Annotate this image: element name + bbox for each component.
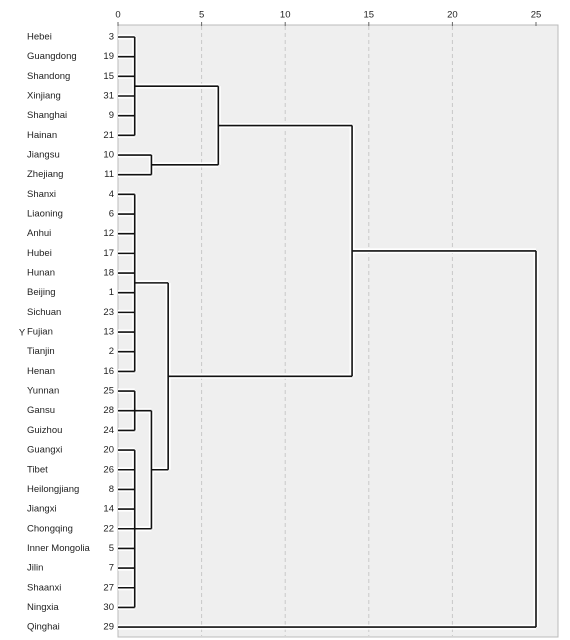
leaf-id: 13	[103, 327, 114, 338]
x-tick-label: 0	[115, 10, 120, 21]
leaf-id: 2	[109, 346, 114, 357]
leaf-label: Hunan	[27, 268, 55, 279]
leaf-id: 19	[103, 51, 114, 62]
leaf-id: 29	[103, 622, 114, 633]
x-tick-label: 5	[199, 10, 204, 21]
x-tick-label: 25	[531, 10, 542, 21]
leaf-label: Yunnan	[27, 386, 59, 397]
leaf-id: 26	[103, 464, 114, 475]
leaf-label: Guangxi	[27, 445, 62, 456]
leaf-label: Henan	[27, 366, 55, 377]
x-tick-label: 20	[447, 10, 458, 21]
leaf-label: Fujian	[27, 327, 53, 338]
leaf-id: 10	[103, 150, 114, 161]
leaf-label: Shandong	[27, 71, 70, 82]
leaf-label: Hubei	[27, 248, 52, 259]
y-label: Y	[19, 328, 26, 339]
leaf-id: 6	[109, 209, 114, 220]
leaf-id: 1	[109, 287, 114, 298]
leaf-id: 11	[104, 169, 114, 180]
leaf-id: 3	[109, 32, 114, 43]
leaf-label: Jiangxi	[27, 504, 57, 515]
leaf-label: Heilongjiang	[27, 484, 79, 495]
leaf-label: Anhui	[27, 228, 51, 239]
leaf-label: Jilin	[27, 563, 43, 574]
leaf-id: 28	[103, 405, 114, 416]
leaf-id: 20	[103, 445, 114, 456]
leaf-id: 31	[103, 91, 114, 102]
leaf-label: Beijing	[27, 287, 56, 298]
leaf-id: 14	[103, 504, 114, 515]
leaf-id: 5	[109, 543, 114, 554]
leaf-label: Ningxia	[27, 602, 59, 613]
leaf-id: 18	[103, 268, 114, 279]
leaf-label: Jiangsu	[27, 150, 60, 161]
leaf-label: Xinjiang	[27, 91, 61, 102]
leaf-label: Hainan	[27, 130, 57, 141]
leaf-id: 4	[109, 189, 114, 200]
leaf-label: Qinghai	[27, 622, 60, 633]
leaf-label: Shanghai	[27, 110, 67, 121]
leaf-id: 27	[103, 582, 114, 593]
leaf-id: 23	[103, 307, 114, 318]
leaf-id: 21	[103, 130, 114, 141]
plot-area	[117, 24, 559, 638]
leaf-id: 12	[103, 228, 114, 239]
leaf-id: 17	[103, 248, 114, 259]
leaf-label: Sichuan	[27, 307, 61, 318]
leaf-id: 9	[109, 110, 114, 121]
leaf-id: 24	[103, 425, 114, 436]
leaf-label: Zhejiang	[27, 169, 63, 180]
leaf-label: Liaoning	[27, 209, 63, 220]
leaf-label: Guangdong	[27, 51, 77, 62]
x-tick-label: 10	[280, 10, 291, 21]
leaf-label: Tianjin	[27, 346, 55, 357]
leaf-label: Hebei	[27, 32, 52, 43]
leaf-id: 16	[103, 366, 114, 377]
leaf-id: 30	[103, 602, 114, 613]
leaf-id: 15	[103, 71, 114, 82]
leaf-id: 7	[109, 563, 114, 574]
leaf-id: 8	[109, 484, 114, 495]
leaf-label: Shaanxi	[27, 582, 61, 593]
leaf-id: 22	[103, 523, 114, 534]
leaf-label: Gansu	[27, 405, 55, 416]
leaf-label: Shanxi	[27, 189, 56, 200]
leaf-id: 25	[103, 386, 114, 397]
leaf-label: Chongqing	[27, 523, 73, 534]
x-tick-label: 15	[364, 10, 375, 21]
leaf-label: Guizhou	[27, 425, 62, 436]
leaf-label: Tibet	[27, 464, 48, 475]
leaf-label: Inner Mongolia	[27, 543, 91, 554]
